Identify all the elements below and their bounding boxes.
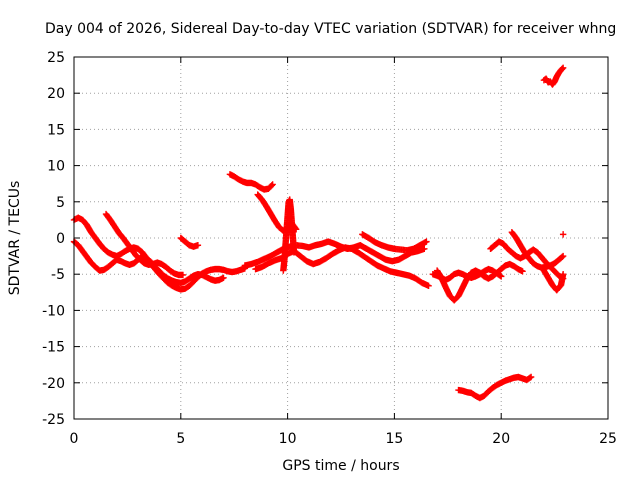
x-tick-label: 10 xyxy=(279,431,297,447)
y-tick-label: -15 xyxy=(42,340,65,356)
data-point xyxy=(559,252,567,260)
x-tick-label: 25 xyxy=(599,431,617,447)
y-axis-label: SDTVAR / TECUs xyxy=(7,181,23,296)
data-point xyxy=(559,65,566,72)
data-point xyxy=(220,274,227,282)
y-tick-label: 20 xyxy=(47,86,65,102)
data-point xyxy=(559,271,567,278)
x-tick-label: 20 xyxy=(492,431,510,447)
data-point xyxy=(559,231,567,238)
data-point xyxy=(496,272,504,279)
y-tick-label: 10 xyxy=(47,159,65,175)
y-tick-label: -20 xyxy=(42,376,65,392)
y-tick-label: 0 xyxy=(56,231,65,247)
data-point xyxy=(425,282,432,289)
data-point xyxy=(421,245,428,253)
y-tick-label: 5 xyxy=(56,195,65,211)
y-tick-label: -10 xyxy=(42,303,65,319)
grid-lines xyxy=(74,57,608,419)
data-point xyxy=(519,268,526,275)
x-tick-label: 0 xyxy=(70,431,79,447)
y-tick-label: 25 xyxy=(47,50,65,66)
data-point xyxy=(268,182,275,189)
data-point xyxy=(527,373,535,381)
y-tick-label: -5 xyxy=(51,267,65,283)
y-tick-label: -25 xyxy=(42,412,65,428)
x-axis-label: GPS time / hours xyxy=(282,458,399,474)
data-point xyxy=(526,374,534,381)
x-tick-label: 5 xyxy=(176,431,185,447)
data-point xyxy=(498,273,505,280)
data-points xyxy=(70,64,567,402)
data-point xyxy=(559,64,567,72)
x-tick-label: 15 xyxy=(385,431,403,447)
y-tick-label: 15 xyxy=(47,122,65,138)
data-point xyxy=(423,238,430,245)
axes: 0 5 10 15 20 25 -25 -20 -15 -10 -5 0 5 10 15 20 25 xyxy=(42,50,617,447)
chart-title: Day 004 of 2026, Sidereal Day-to-day VTE… xyxy=(45,21,616,37)
data-point xyxy=(559,253,566,261)
data-point xyxy=(269,181,276,188)
data-point xyxy=(194,242,202,249)
data-point xyxy=(179,271,187,279)
